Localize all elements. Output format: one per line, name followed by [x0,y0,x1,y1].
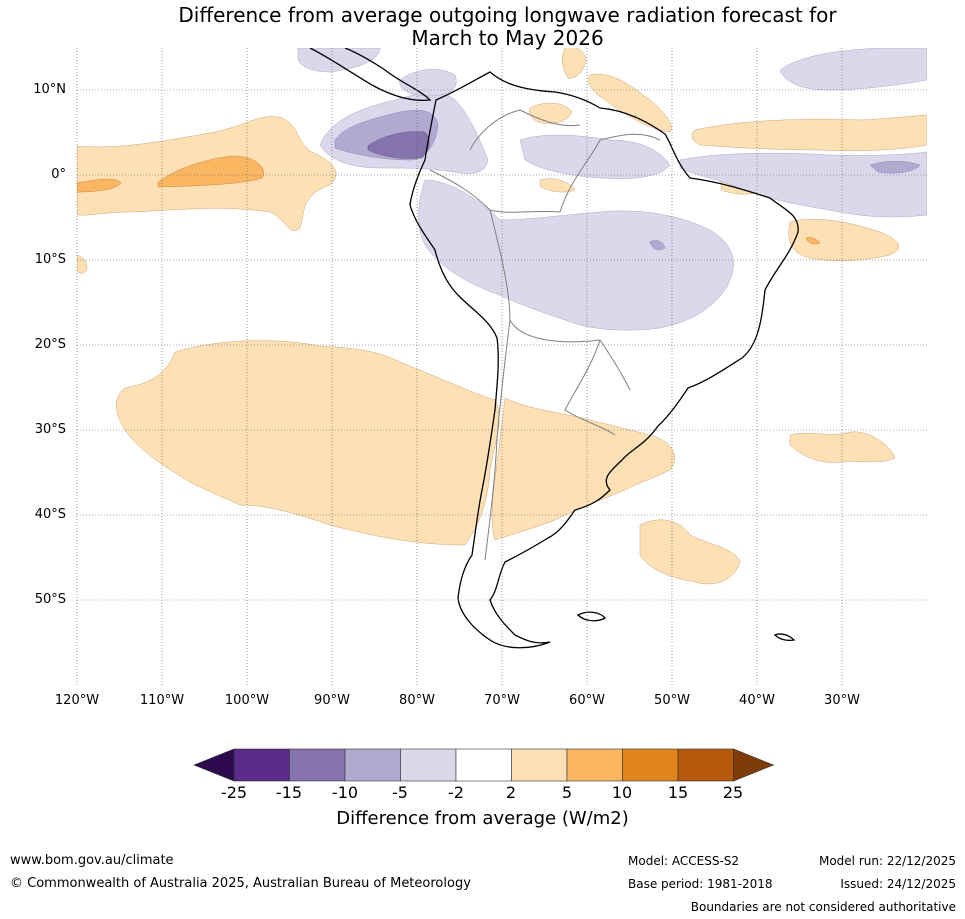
anomaly-region-south-atlantic [639,519,741,585]
anomaly-region-equatorial-atlantic [691,114,927,152]
anomaly-region-pacific-far-east [77,254,88,274]
chart-title: Difference from average outgoing longwav… [0,4,965,50]
colorbar-tick-minus-5: -5 [392,783,408,802]
base-period-text: Base period: 1981-2018 [628,877,773,891]
copyright-text: © Commonwealth of Australia 2025, Austra… [10,876,471,891]
colorbar-segment-4 [455,748,512,782]
anomaly-region-west-africa-coast [588,73,672,133]
colorbar-tick-15: 15 [667,783,689,802]
colorbar-tick-minus-25: -25 [220,783,248,802]
anomaly-region-atlantic-east [789,431,896,463]
anomaly-region-atlantic-north-core [869,161,921,174]
anomaly-region-guiana-neg [519,134,671,179]
colorbar-segment-8 [677,748,734,782]
colorbar-tick-10: 10 [611,783,633,802]
lon-label-40w: 40°W [739,693,775,708]
colorbar-label: Difference from average (W/m2) [336,808,629,829]
lat-label-50s: 50°S [34,592,66,607]
anomaly-region-central-america [297,48,381,73]
anomaly-region-guiana [529,102,573,124]
lat-label-10s: 10°S [34,252,66,267]
colorbar-tick-2: 2 [505,783,517,802]
south-georgia [773,633,796,641]
model-run-text: Model run: 22/12/2025 [818,854,956,868]
colorbar-tick-minus-2: -2 [448,783,464,802]
lat-label-40s: 40°S [34,507,66,522]
title-line-1: Difference from average outgoing longwav… [178,3,837,27]
lon-label-30w: 30°W [824,693,860,708]
lon-label-80w: 80°W [399,693,435,708]
colorbar-under-arrow [193,748,235,782]
lon-label-100w: 100°W [224,693,270,708]
lat-label-10n: 10°N [33,82,66,97]
anomaly-region-brazil-northeast-core [805,237,821,245]
colorbar-tick-minus-15: -15 [275,783,303,802]
colorbar-segment-3 [400,748,457,782]
anomaly-region-pacific-core [157,155,264,188]
lat-label-20s: 20°S [34,337,66,352]
colorbar-tick-minus-10: -10 [331,783,359,802]
anomaly-region-north-atlantic-top [779,48,927,91]
lon-label-60w: 60°W [569,693,605,708]
colorbar-segment-5 [511,748,568,782]
anomaly-region-amazon-small [539,178,576,193]
anomaly-region-brazil-northeast [788,218,899,261]
anomaly-region-amazon-core [649,240,666,251]
falklands [576,611,606,622]
gridlines [76,48,927,685]
boundaries-disclaimer: Boundaries are not considered authoritat… [690,900,956,914]
issued-text: Issued: 24/12/2025 [840,877,956,891]
colorbar-tick-5: 5 [561,783,573,802]
lat-label-0: 0° [51,167,66,182]
colorbar-segment-0 [233,748,290,782]
anomaly-region-south-pacific [116,340,500,546]
colorbar-over-arrow [733,748,775,782]
colorbar-segment-6 [566,748,623,782]
lon-label-70w: 70°W [484,693,520,708]
lat-label-30s: 30°S [34,422,66,437]
model-text: Model: ACCESS-S2 [628,854,740,868]
anomaly-region-amazon [418,179,734,331]
anomaly-field [77,48,927,585]
lon-label-90w: 90°W [314,693,350,708]
anomaly-region-colombia-strong [367,131,430,159]
title-line-2: March to May 2026 [411,26,604,50]
colorbar [193,748,775,782]
anomaly-region-argentina [491,397,675,541]
country-borders [429,109,661,561]
website-link[interactable]: www.bom.gov.au/climate [10,853,174,868]
colorbar-segment-2 [344,748,401,782]
lon-label-110w: 110°W [139,693,185,708]
colorbar-segment-7 [622,748,679,782]
colorbar-segment-1 [289,748,346,782]
lon-label-50w: 50°W [654,693,690,708]
anomaly-region-pacific-west [77,178,122,193]
central-america-coastline [309,48,432,101]
south-america-coastline [409,71,799,649]
anomaly-region-caribbean [561,48,587,79]
anomaly-region-caribbean-neg [399,69,457,97]
colorbar-tick-25: 25 [722,783,744,802]
lon-label-120w: 120°W [54,693,100,708]
